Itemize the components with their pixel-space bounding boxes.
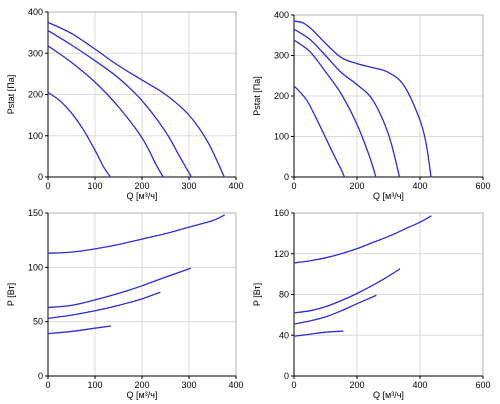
- y-tick-label: 200: [28, 90, 43, 100]
- series-line-3: [47, 267, 192, 309]
- y-tick-label: 160: [274, 208, 289, 218]
- y-tick-label: 300: [274, 51, 289, 61]
- series-line-2: [293, 294, 377, 325]
- x-tick-label: 600: [475, 181, 490, 191]
- series-line-3: [47, 29, 192, 178]
- series-line-2: [293, 39, 377, 178]
- x-tick-label: 400: [228, 380, 243, 390]
- y-tick-label: 300: [28, 48, 43, 58]
- series-line-2: [47, 291, 161, 320]
- x-tick-label: 100: [87, 181, 102, 191]
- x-tick-label: 400: [228, 181, 243, 191]
- chart-1: 0 100 200 300 400 0 100 200 300 400 Q [м³/ч] Pstat …: [6, 7, 244, 201]
- y-axis-label: Pstat [Па]: [6, 75, 16, 115]
- y-axis-label: P [Вт]: [6, 283, 16, 306]
- chart-2: 0 200 400 600 0 100 200 300 400 Q [м³/ч] Pstat [Па…: [252, 10, 491, 201]
- y-tick-label: 100: [28, 262, 43, 272]
- x-tick-label: 0: [291, 380, 296, 390]
- y-tick-label: 0: [284, 172, 289, 182]
- y-tick-label: 40: [279, 330, 289, 340]
- x-tick-label: 300: [181, 380, 196, 390]
- series-line-4: [293, 215, 432, 264]
- x-tick-label: 300: [181, 181, 196, 191]
- x-axis-label: Q [м³/ч]: [373, 191, 404, 201]
- y-tick-label: 80: [279, 290, 289, 300]
- y-tick-label: 200: [274, 91, 289, 101]
- y-tick-label: 400: [274, 10, 289, 20]
- series-line-3: [293, 268, 401, 314]
- x-tick-label: 0: [45, 181, 50, 191]
- series-line-4: [293, 20, 432, 178]
- x-tick-label: 200: [134, 181, 149, 191]
- chart-4: 0 200 400 600 0 40 80 120 160 Q [м³/ч] P [Вт]: [252, 208, 491, 400]
- y-tick-label: 0: [284, 371, 289, 381]
- x-tick-label: 600: [475, 380, 490, 390]
- x-tick-label: 0: [291, 181, 296, 191]
- series-line-1: [293, 330, 344, 337]
- y-tick-label: 120: [274, 249, 289, 259]
- x-axis-label: Q [м³/ч]: [127, 390, 158, 400]
- y-tick-label: 100: [28, 131, 43, 141]
- y-tick-label: 100: [274, 132, 289, 142]
- x-tick-label: 200: [134, 380, 149, 390]
- series-line-1: [47, 91, 112, 178]
- series-line-4: [47, 214, 225, 254]
- x-tick-label: 200: [349, 181, 364, 191]
- series-line-2: [47, 45, 164, 178]
- x-tick-label: 400: [412, 181, 427, 191]
- y-tick-label: 400: [28, 7, 43, 17]
- x-tick-label: 400: [412, 380, 427, 390]
- series-line-1: [47, 325, 112, 335]
- series-line-4: [47, 21, 225, 178]
- x-tick-label: 100: [87, 380, 102, 390]
- x-axis-label: Q [м³/ч]: [127, 191, 158, 201]
- x-tick-label: 200: [349, 380, 364, 390]
- series-line-3: [293, 28, 401, 178]
- chart-3: 0 100 200 300 400 0 50 100 150 Q [м³/ч] P [Вт]: [6, 208, 244, 400]
- series-line-1: [293, 85, 346, 178]
- y-tick-label: 150: [28, 208, 43, 218]
- x-axis-label: Q [м³/ч]: [373, 390, 404, 400]
- y-tick-label: 0: [38, 371, 43, 381]
- x-tick-label: 0: [45, 380, 50, 390]
- y-axis-label: P [Вт]: [252, 283, 262, 306]
- y-axis-label: Pstat [Па]: [252, 76, 262, 116]
- y-tick-label: 50: [33, 317, 43, 327]
- y-tick-label: 0: [38, 172, 43, 182]
